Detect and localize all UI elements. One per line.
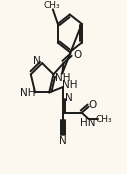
Text: NH: NH [62,80,77,90]
Text: N: N [65,93,72,103]
Text: HN: HN [80,118,96,128]
Text: O: O [73,50,81,60]
Text: O: O [89,100,97,110]
Text: CH₃: CH₃ [95,115,112,124]
Text: NH: NH [20,88,36,98]
Text: N: N [33,56,41,66]
Text: N: N [59,136,67,146]
Text: CH₃: CH₃ [44,1,60,10]
Text: NH: NH [55,73,71,83]
